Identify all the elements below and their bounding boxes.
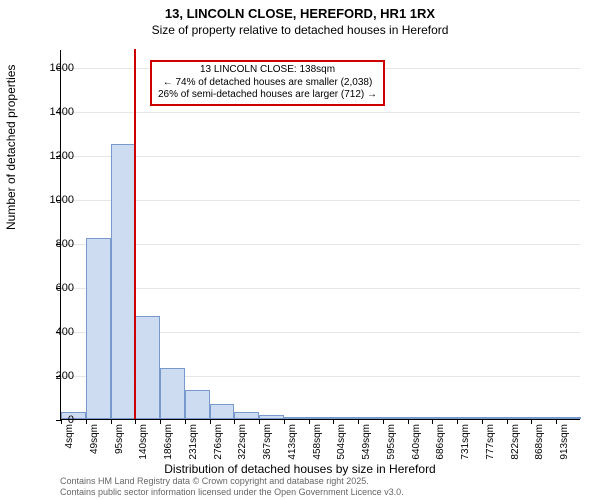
- xtick-mark: [234, 419, 235, 424]
- plot-area: 4sqm49sqm95sqm140sqm186sqm231sqm276sqm32…: [60, 50, 580, 420]
- histogram-bar: [234, 412, 259, 419]
- xtick-mark: [383, 419, 384, 424]
- ytick-label: 1200: [34, 150, 74, 162]
- chart-title: 13, LINCOLN CLOSE, HEREFORD, HR1 1RX: [0, 6, 600, 21]
- histogram-bar: [383, 417, 408, 419]
- xtick-mark: [185, 419, 186, 424]
- histogram-bar: [86, 238, 111, 419]
- footer-line-1: Contains HM Land Registry data © Crown c…: [60, 476, 404, 487]
- xtick-mark: [284, 419, 285, 424]
- xtick-mark: [135, 419, 136, 424]
- gridline-h: [61, 200, 580, 201]
- histogram-bar: [284, 417, 309, 419]
- histogram-bar: [111, 144, 136, 419]
- ytick-label: 600: [34, 282, 74, 294]
- histogram-bar: [185, 390, 210, 419]
- xtick-mark: [358, 419, 359, 424]
- xtick-mark: [210, 419, 211, 424]
- histogram-bar: [457, 417, 482, 419]
- histogram-bar: [309, 417, 334, 419]
- x-axis-label: Distribution of detached houses by size …: [0, 462, 600, 476]
- xtick-mark: [457, 419, 458, 424]
- xtick-mark: [432, 419, 433, 424]
- histogram-bar: [358, 417, 383, 419]
- plot-wrap: 4sqm49sqm95sqm140sqm186sqm231sqm276sqm32…: [60, 50, 580, 420]
- xtick-mark: [111, 419, 112, 424]
- ytick-label: 800: [34, 238, 74, 250]
- histogram-bar: [531, 417, 556, 419]
- gridline-h: [61, 156, 580, 157]
- gridline-h: [61, 112, 580, 113]
- histogram-bar: [408, 417, 433, 419]
- histogram-bar: [482, 417, 507, 419]
- chart-subtitle: Size of property relative to detached ho…: [0, 23, 600, 37]
- histogram-bar: [259, 415, 284, 419]
- y-axis-label: Number of detached properties: [4, 65, 18, 230]
- annotation-line-2: ← 74% of detached houses are smaller (2,…: [158, 77, 377, 90]
- ytick-label: 0: [34, 414, 74, 426]
- annotation-line-1: 13 LINCOLN CLOSE: 138sqm: [158, 64, 377, 77]
- ytick-label: 400: [34, 326, 74, 338]
- histogram-bar: [160, 368, 185, 419]
- xtick-mark: [259, 419, 260, 424]
- ytick-label: 200: [34, 370, 74, 382]
- xtick-mark: [408, 419, 409, 424]
- histogram-bar: [333, 417, 358, 419]
- chart-title-block: 13, LINCOLN CLOSE, HEREFORD, HR1 1RX Siz…: [0, 0, 600, 37]
- annotation-line-3: 26% of semi-detached houses are larger (…: [158, 89, 377, 102]
- xtick-mark: [482, 419, 483, 424]
- histogram-bar: [210, 404, 235, 419]
- xtick-mark: [333, 419, 334, 424]
- gridline-h: [61, 244, 580, 245]
- histogram-bar: [507, 417, 532, 419]
- gridline-h: [61, 288, 580, 289]
- histogram-bar: [556, 417, 581, 419]
- property-marker-line: [134, 49, 136, 419]
- xtick-mark: [556, 419, 557, 424]
- ytick-label: 1600: [34, 62, 74, 74]
- xtick-mark: [507, 419, 508, 424]
- annotation-box: 13 LINCOLN CLOSE: 138sqm ← 74% of detach…: [150, 60, 385, 106]
- histogram-bar: [135, 316, 160, 420]
- xtick-mark: [160, 419, 161, 424]
- histogram-bar: [432, 417, 457, 419]
- xtick-mark: [309, 419, 310, 424]
- footer-line-2: Contains public sector information licen…: [60, 487, 404, 498]
- xtick-mark: [531, 419, 532, 424]
- footer-attribution: Contains HM Land Registry data © Crown c…: [60, 476, 404, 498]
- ytick-label: 1400: [34, 106, 74, 118]
- xtick-mark: [86, 419, 87, 424]
- ytick-label: 1000: [34, 194, 74, 206]
